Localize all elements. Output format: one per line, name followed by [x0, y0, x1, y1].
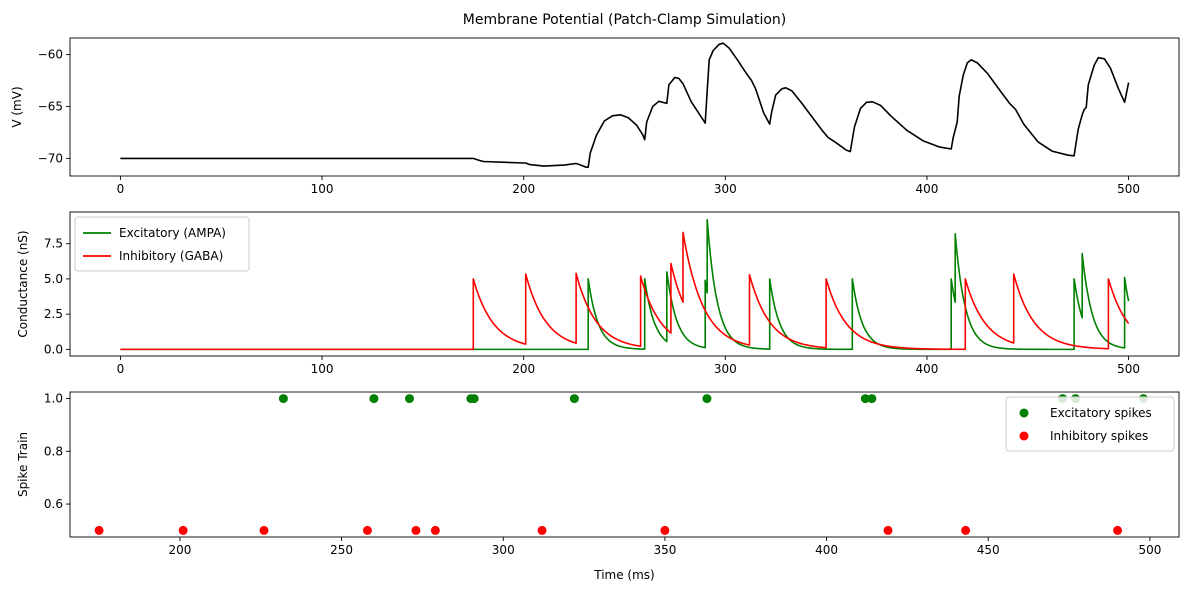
axes-frame: [69, 391, 1180, 538]
legend-marker: [1019, 408, 1029, 418]
inhibitory-spike-point: [259, 525, 269, 535]
x-tick-label: 350: [653, 543, 676, 557]
y-tick-label: 1.0: [44, 392, 63, 406]
x-tick-label: 400: [916, 182, 939, 196]
legend: Excitatory (AMPA) Inhibitory (GABA): [74, 216, 250, 272]
legend-label: Excitatory spikes: [1050, 406, 1152, 420]
x-tick-label: 400: [916, 362, 939, 376]
excitatory-spike-point: [867, 394, 877, 404]
legend-marker: [1019, 431, 1029, 441]
inhibitory-spike-point: [961, 525, 971, 535]
plot-area: [120, 42, 1130, 168]
x-tick-label: 200: [512, 362, 535, 376]
inhibitory-spike-point: [178, 525, 188, 535]
y-tick-label: 2.5: [44, 307, 63, 321]
excitatory-spike-point: [469, 394, 479, 404]
voltage-trace: [120, 42, 1130, 168]
legend-box: [74, 216, 250, 272]
x-tick-label: 300: [714, 182, 737, 196]
x-tick-label: 300: [492, 543, 515, 557]
x-tick-label: 250: [330, 543, 353, 557]
x-tick-label: 200: [512, 182, 535, 196]
inhibitory-conductance-line: [120, 231, 1130, 351]
x-tick-label: 100: [311, 362, 334, 376]
plot-area: [120, 218, 1130, 351]
excitatory-spike-point: [569, 394, 579, 404]
x-tick-label: 0: [117, 182, 125, 196]
inhibitory-spike-point: [430, 525, 440, 535]
membrane-potential-panel: 0 100 200 300 400 500 −70 −65 −60 V (mV) Membrane …: [10, 12, 1180, 196]
inhibitory-spike-point: [362, 525, 372, 535]
legend-label: Excitatory (AMPA): [119, 226, 226, 240]
excitatory-spike-point: [860, 394, 870, 404]
x-tick-label: 400: [815, 543, 838, 557]
y-tick-label: 0.8: [44, 444, 63, 458]
x-tick-label: 500: [1138, 543, 1161, 557]
legend-label: Inhibitory spikes: [1050, 429, 1148, 443]
y-tick-label: −70: [38, 151, 63, 165]
y-tick-label: −65: [38, 99, 63, 113]
axes-frame: [69, 37, 1180, 177]
legend: Excitatory spikes Inhibitory spikes: [1005, 396, 1175, 452]
y-tick-label: 0.6: [44, 497, 63, 511]
inhibitory-spike-point: [1113, 525, 1123, 535]
inhibitory-spike-point: [411, 525, 421, 535]
x-tick-label: 300: [714, 362, 737, 376]
axes-frame: [69, 211, 1180, 357]
spike-train-panel: 200 250 300 350 400 450 500 0.6 0.8 1.0 Spike Trai…: [16, 391, 1180, 582]
x-tick-label: 450: [977, 543, 1000, 557]
inhibitory-spike-point: [883, 525, 893, 535]
x-axis-label: Time (ms): [593, 568, 655, 582]
y-axis-label: V (mV): [10, 86, 24, 127]
y-tick-label: 7.5: [44, 237, 63, 251]
excitatory-conductance-line: [120, 218, 1130, 351]
inhibitory-spike-point: [660, 525, 670, 535]
x-tick-label: 100: [311, 182, 334, 196]
legend-box: [1005, 396, 1175, 452]
y-axis-label: Spike Train: [16, 432, 30, 497]
inhibitory-spike-point: [537, 525, 547, 535]
conductance-panel: 0 100 200 300 400 500 0.0 2.5 5.0 7.5 Conductance …: [16, 211, 1180, 376]
x-tick-label: 500: [1117, 182, 1140, 196]
y-tick-label: −60: [38, 48, 63, 62]
x-tick-label: 0: [117, 362, 125, 376]
y-axis-label: Conductance (nS): [16, 230, 30, 337]
excitatory-spike-point: [404, 394, 414, 404]
excitatory-spike-point: [278, 394, 288, 404]
legend-label: Inhibitory (GABA): [119, 249, 223, 263]
excitatory-spike-point: [369, 394, 379, 404]
excitatory-spike-point: [702, 394, 712, 404]
x-tick-label: 200: [168, 543, 191, 557]
y-tick-label: 5.0: [44, 272, 63, 286]
chart-title: Membrane Potential (Patch-Clamp Simulati…: [463, 12, 787, 28]
inhibitory-spike-point: [94, 525, 104, 535]
x-tick-label: 500: [1117, 362, 1140, 376]
y-tick-label: 0.0: [44, 342, 63, 356]
